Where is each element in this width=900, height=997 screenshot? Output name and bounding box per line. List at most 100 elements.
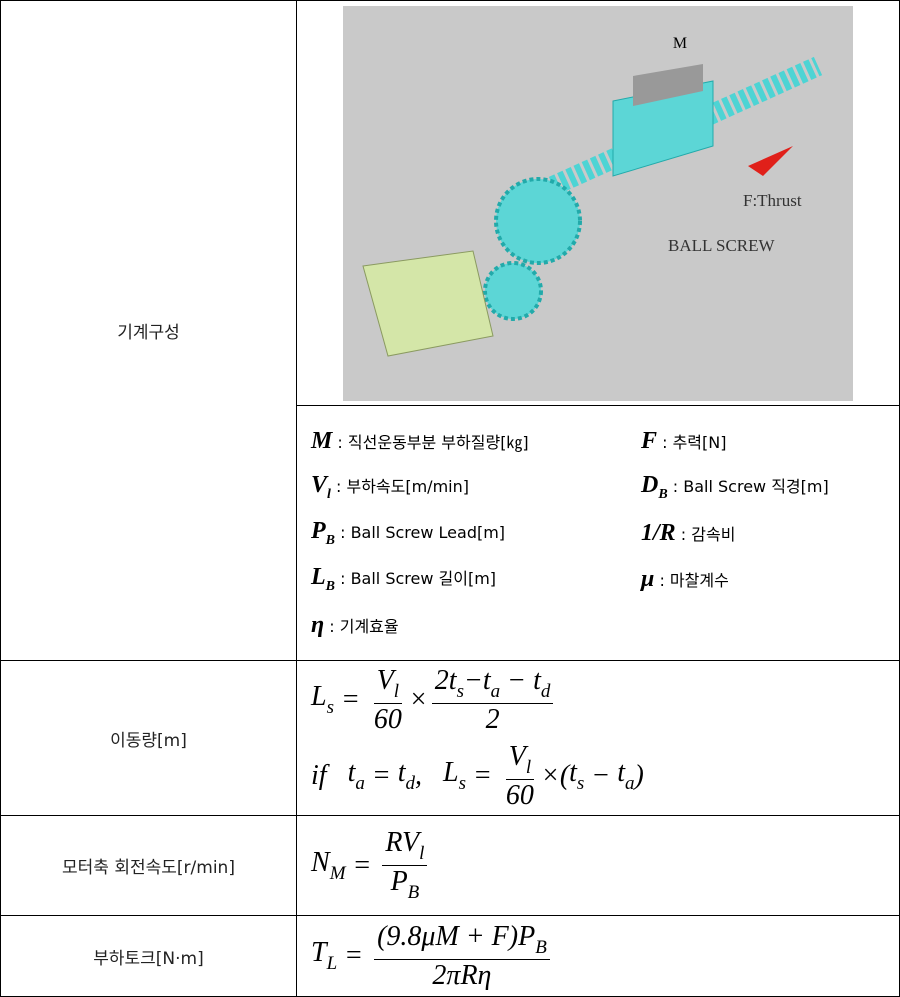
formula-base: t — [569, 757, 577, 788]
formula-sub: a — [625, 773, 635, 794]
description: : Ball Screw 길이[m] — [335, 568, 497, 588]
formula-base: L — [311, 681, 327, 712]
formula-sub: a — [355, 773, 365, 794]
formula-text: (9.8μM + F) — [377, 920, 519, 952]
formula: NM = RVl PB — [297, 827, 899, 904]
formula-sub: s — [456, 680, 464, 702]
formula-sub: d — [540, 680, 551, 702]
motor — [362, 249, 494, 357]
formula-text: 60 — [373, 703, 402, 735]
formula-symbol: Vl — [376, 664, 399, 702]
symbol: L — [311, 563, 326, 590]
numerator: RVl — [382, 827, 428, 866]
legend-item: Vl : 부하속도[m/min] — [311, 472, 641, 503]
legend-item: PB : Ball Screw Lead[m] — [311, 518, 641, 549]
denominator: 2 — [483, 704, 503, 736]
formula-symbol: TL — [311, 937, 337, 975]
description: : Ball Screw 직경[m] — [667, 476, 829, 496]
symbol-sub: l — [327, 486, 331, 502]
fraction: RVl PB — [382, 827, 428, 904]
formula-sub: s — [576, 773, 585, 794]
description: : 마찰계수 — [654, 570, 729, 590]
symbol: η — [311, 611, 325, 638]
numerator: (9.8μM + F)PB — [374, 921, 550, 960]
formula-text: , — [415, 760, 444, 791]
formula-base: P — [390, 866, 408, 897]
formula: TL = (9.8μM + F)PB 2πRη — [297, 918, 899, 994]
description: : 추력[N] — [657, 432, 727, 452]
denominator: 60 — [371, 704, 405, 736]
formula-symbol: ts — [569, 757, 584, 795]
symbol: 1/R — [641, 519, 676, 546]
formula-base: t — [448, 664, 457, 696]
legend-row: Vl : 부하속도[m/min] DB : Ball Screw 직경[m] — [311, 464, 885, 510]
formula-symbol: ts — [448, 664, 464, 702]
row: 부하토크[N·m] TL = (9.8μM + F)PB 2πRη — [0, 915, 900, 997]
gear-large — [494, 176, 582, 265]
formula-text: = — [364, 760, 398, 791]
formula-symbol: Ls — [311, 681, 334, 719]
formula-base: V — [508, 740, 526, 772]
row: 모터축 회전속도[r/min] NM = RVl PB — [0, 815, 900, 916]
legend-item: DB : Ball Screw 직경[m] — [641, 472, 829, 503]
formula-sub: l — [393, 680, 400, 702]
symbol: F — [641, 427, 658, 454]
formula-symbol: Ls — [443, 757, 466, 795]
legend-item: 1/R : 감속비 — [641, 520, 735, 547]
symbol: μ — [641, 565, 655, 592]
formula-sub: d — [405, 773, 416, 794]
formula-text: R — [385, 827, 403, 858]
description: : 기계효율 — [324, 616, 399, 636]
denominator: PB — [388, 866, 423, 904]
symbol-sub: B — [658, 486, 668, 502]
denominator: 60 — [503, 780, 537, 812]
formula-text: − — [584, 760, 618, 791]
formula-text: 2πRη — [432, 959, 492, 991]
gear-small — [483, 260, 543, 321]
symbol: D — [641, 471, 659, 498]
formula-base: t — [533, 664, 541, 696]
formula-base: V — [376, 664, 394, 696]
formula-cell: TL = (9.8μM + F)PB 2πRη — [296, 915, 900, 997]
legend-row: LB : Ball Screw 길이[m] μ : 마찰계수 — [311, 556, 885, 602]
illustration-cell: M F:Thrust BALL SCREW — [296, 0, 900, 406]
illustration: M F:Thrust BALL SCREW — [343, 5, 853, 401]
legend-row: PB : Ball Screw Lead[m] 1/R : 감속비 — [311, 510, 885, 556]
numerator: 2ts−ta − td — [431, 664, 554, 704]
row-label: 이동량[m] — [0, 660, 297, 816]
mechanism-label: BALL SCREW — [668, 236, 776, 255]
legend-item: F : 추력[N] — [641, 428, 726, 455]
formula-symbol: PB — [518, 921, 547, 958]
row-label: 기계구성 — [0, 0, 297, 661]
formula-symbol: PB — [390, 866, 420, 903]
symbol-sub: B — [325, 578, 336, 594]
formula-symbol: td — [398, 757, 415, 795]
formula-base: t — [482, 664, 491, 696]
formula-sub: L — [326, 953, 338, 974]
formula-text: = — [333, 684, 367, 715]
formula-text: 60 — [505, 779, 534, 811]
formula-symbol: ta — [617, 757, 634, 795]
formula-text: = — [345, 849, 379, 881]
formula-text: − — [463, 664, 483, 696]
force-label: F:Thrust — [743, 191, 802, 210]
legend-item: LB : Ball Screw 길이[m] — [311, 564, 641, 595]
numerator: Vl — [373, 664, 403, 704]
legend-row: M : 직선운동부분 부하질량[㎏] F : 추력[N] — [311, 418, 885, 464]
formula-base: t — [617, 757, 626, 788]
formula-symbol: td — [533, 664, 550, 702]
legend-item: η : 기계효율 — [311, 612, 641, 639]
legend-row: η : 기계효율 — [311, 602, 885, 648]
formula-cell: NM = RVl PB — [296, 815, 900, 916]
symbol-sub: B — [325, 532, 336, 548]
formula-sub: l — [525, 756, 532, 778]
row-label: 부하토크[N·m] — [0, 915, 297, 997]
formula-text: = — [337, 940, 371, 971]
symbol: M — [311, 427, 333, 454]
legend: M : 직선운동부분 부하질량[㎏] F : 추력[N] Vl : 부하속도[m/m… — [296, 405, 900, 661]
formula: if ta = td, Ls = Vl 60 ×(ts − ta) — [297, 738, 899, 814]
formula-sub: a — [490, 680, 501, 702]
formula-base: N — [311, 846, 330, 878]
formula-text: − — [500, 664, 534, 696]
